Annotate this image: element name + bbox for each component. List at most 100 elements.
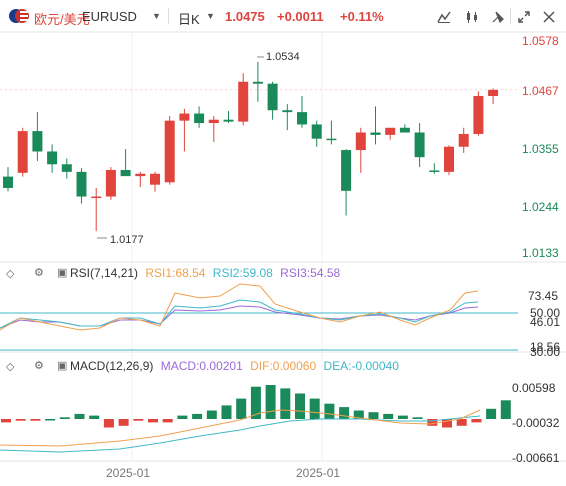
candle-body	[32, 131, 43, 152]
rsi2-value: RSI2:59.08	[212, 266, 273, 280]
dea-line	[0, 415, 481, 453]
macd-histogram-bar	[339, 407, 350, 419]
candlestick	[429, 163, 440, 174]
macd-histogram-bar	[265, 385, 276, 419]
close-icon[interactable]	[540, 8, 558, 26]
candle-body	[120, 169, 131, 177]
candle-body	[488, 89, 499, 97]
candlestick	[444, 145, 454, 176]
chart-type-icon[interactable]	[489, 8, 507, 26]
pair-code[interactable]: EURUSD	[82, 9, 137, 24]
dea-value: DEA:-0.00040	[323, 359, 399, 373]
pair-dropdown-icon[interactable]: ▼	[152, 11, 161, 21]
indicator-settings-icon[interactable]	[435, 8, 453, 26]
candle-body	[105, 169, 116, 197]
price-change: +0.0011	[277, 9, 324, 24]
candle-body	[179, 113, 190, 121]
rsi-title: RSI(7,14,21)	[70, 266, 139, 280]
candle-body	[150, 173, 160, 185]
macd-histogram-bar	[309, 398, 320, 419]
macd-histogram-bar	[236, 398, 247, 419]
candlestick	[105, 167, 116, 200]
macd-histogram-bar	[250, 386, 261, 419]
indicator-gear-icon[interactable]: ⚙	[34, 360, 44, 372]
pair-name-cn[interactable]: 欧元/美元	[34, 12, 90, 27]
macd-histogram-bar	[486, 408, 497, 419]
candlestick	[32, 112, 43, 161]
candle-body	[341, 150, 352, 191]
macd-histogram-bar	[280, 388, 291, 419]
candle-body	[223, 119, 234, 122]
high-price-annotation: 1.0534	[266, 51, 300, 63]
candle-body	[135, 173, 146, 177]
rsi-tick: 50.00	[530, 306, 561, 320]
hide-indicator-icon[interactable]: ◇	[6, 361, 15, 373]
candlestick	[91, 187, 102, 232]
macd-histogram-bar	[1, 419, 11, 423]
fullscreen-icon[interactable]	[515, 8, 533, 26]
candlestick	[223, 111, 234, 124]
rsi-tick: 30.00	[530, 345, 561, 359]
candlestick	[488, 88, 499, 105]
candle-body	[385, 127, 396, 135]
macd-title: MACD(12,26,9)	[70, 359, 154, 373]
candle-body	[311, 124, 322, 139]
hide-indicator-icon[interactable]: ◇	[6, 268, 15, 280]
candlestick	[150, 171, 160, 192]
candle-body	[444, 146, 454, 172]
candlestick	[135, 171, 146, 188]
indicator-info-icon[interactable]: ▣	[57, 360, 68, 372]
candlestick	[61, 158, 72, 179]
candle-body	[282, 110, 293, 113]
candle-body	[164, 120, 175, 183]
macd-histogram-bar	[162, 419, 173, 423]
candlestick	[164, 115, 175, 185]
candlestick	[297, 96, 307, 128]
time-tick: 2025-01	[106, 466, 151, 480]
macd-histogram-bar	[192, 413, 203, 419]
candle-body	[208, 119, 219, 124]
rsi-tick: 73.45	[528, 289, 559, 303]
macd-histogram-bar	[30, 419, 41, 421]
candle-body	[267, 83, 278, 111]
macd-value: MACD:0.00201	[160, 359, 243, 373]
indicator-info-icon[interactable]: ▣	[57, 267, 68, 279]
divider	[168, 8, 169, 24]
candle-body	[370, 132, 381, 135]
candlestick	[326, 120, 337, 145]
candlestick	[311, 120, 322, 147]
low-price-annotation: 1.0177	[110, 234, 144, 246]
last-price: 1.0475	[225, 9, 265, 24]
dif-line	[0, 409, 481, 447]
price-tick: 1.0244	[522, 200, 559, 214]
interval-dropdown-icon[interactable]: ▼	[206, 11, 215, 21]
indicator-gear-icon[interactable]: ⚙	[34, 267, 44, 279]
candlestick	[238, 73, 249, 126]
macd-histogram-bar	[383, 413, 394, 419]
candlestick	[414, 123, 425, 168]
candle-body	[76, 171, 87, 197]
candle-body	[47, 151, 58, 165]
macd-tick: 0.00598	[512, 381, 556, 395]
candlestick	[370, 106, 381, 145]
candlestick	[3, 167, 13, 192]
candle-body	[458, 133, 469, 147]
macd-histogram-bar	[353, 410, 364, 419]
eu-us-flag-icon	[9, 9, 29, 23]
macd-histogram-bar	[177, 415, 188, 419]
rsi-tick: 46.01	[530, 315, 561, 329]
draw-tool-icon[interactable]	[463, 8, 481, 26]
macd-histogram-bar	[456, 419, 467, 426]
candlestick	[47, 144, 58, 173]
price-tick: 1.0355	[522, 142, 559, 156]
price-tick: 1.0578	[522, 34, 559, 48]
macd-histogram-bar	[133, 419, 144, 421]
macd-histogram-bar	[500, 400, 511, 419]
macd-histogram-bar	[324, 403, 335, 419]
candle-body	[194, 113, 205, 124]
macd-histogram-bar	[74, 413, 85, 419]
price-tick-current: 1.0467	[522, 84, 559, 98]
interval-selector[interactable]: 日K	[178, 12, 200, 27]
dif-value: DIF:0.00060	[250, 359, 317, 373]
